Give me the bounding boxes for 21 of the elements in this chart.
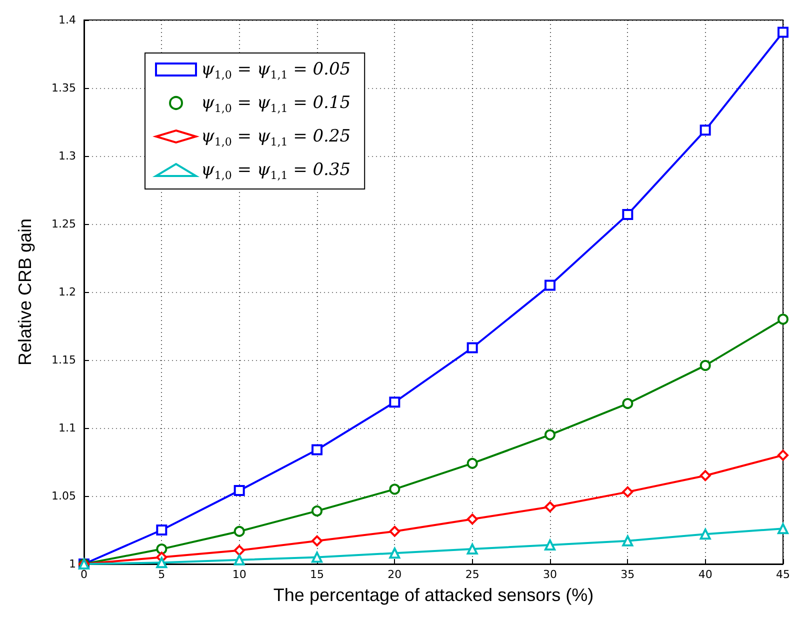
y-axis-title: Relative CRB gain (15, 218, 35, 366)
x-tick-label: 10 (232, 568, 246, 581)
y-tick-label: 1.3 (58, 150, 76, 162)
x-tick-label: 15 (310, 568, 324, 581)
x-tick-label: 40 (698, 568, 712, 581)
x-tick-label: 25 (465, 568, 480, 581)
x-tick-label: 20 (388, 568, 402, 581)
x-tick-label: 5 (158, 568, 166, 581)
y-tick-label: 1.05 (52, 490, 76, 502)
y-tick-label: 1.25 (52, 218, 76, 230)
x-axis-title: The percentage of attacked sensors (%) (273, 585, 594, 605)
y-tick-label: 1.1 (58, 422, 76, 434)
y-tick-label: 1.15 (52, 354, 76, 366)
y-tick-label: 1.2 (58, 286, 76, 298)
y-tick-label: 1.4 (58, 14, 76, 26)
x-tick-label: 0 (80, 568, 88, 581)
x-tick-label: 30 (543, 568, 557, 581)
x-tick-label: 35 (620, 568, 635, 581)
y-tick-label: 1 (69, 558, 76, 570)
y-tick-label: 1.35 (52, 82, 76, 94)
x-tick-label: 45 (776, 568, 790, 581)
